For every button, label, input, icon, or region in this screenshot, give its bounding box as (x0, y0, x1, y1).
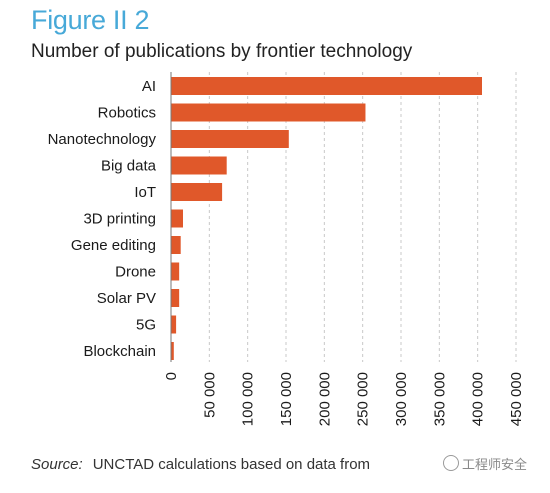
category-label: Drone (115, 264, 156, 281)
category-label: Nanotechnology (48, 131, 157, 148)
bar (171, 103, 366, 122)
category-label: Gene editing (71, 237, 156, 254)
watermark-text: 工程师安全 (462, 457, 528, 472)
bar (171, 236, 181, 254)
x-tick-label: 200 000 (316, 372, 333, 426)
source-text: UNCTAD calculations based on data from (92, 456, 371, 473)
category-label: IoT (134, 184, 156, 201)
category-label: Blockchain (83, 343, 156, 360)
x-tick-label: 0 (163, 372, 180, 380)
bar (171, 130, 289, 148)
category-label: Robotics (98, 105, 156, 122)
x-tick-label: 400 000 (470, 372, 487, 426)
bar (171, 77, 482, 95)
wechat-icon (443, 455, 459, 471)
category-label: AI (142, 78, 156, 95)
x-tick-label: 450 000 (508, 372, 525, 426)
source-label: Source: (31, 456, 83, 473)
category-label: 5G (136, 317, 156, 334)
bar (171, 156, 227, 175)
category-label: Big data (101, 158, 157, 175)
bar (171, 183, 223, 201)
bar (171, 262, 180, 281)
chart-title: Number of publications by frontier techn… (31, 41, 413, 62)
figure-label: Figure II 2 (31, 5, 150, 35)
category-label: Solar PV (97, 290, 156, 307)
x-tick-label: 150 000 (278, 372, 295, 426)
bar (171, 209, 183, 228)
x-tick-label: 50 000 (201, 372, 218, 418)
category-label: 3D printing (83, 211, 156, 228)
bar (171, 315, 177, 334)
bar (171, 342, 174, 360)
x-tick-label: 100 000 (240, 372, 257, 426)
source-note: Source: UNCTAD calculations based on data… (31, 456, 370, 473)
x-tick-label: 250 000 (355, 372, 372, 426)
watermark: 工程师安全 (440, 454, 531, 473)
x-tick-label: 350 000 (431, 372, 448, 426)
bar (171, 289, 180, 307)
x-tick-label: 300 000 (393, 372, 410, 426)
